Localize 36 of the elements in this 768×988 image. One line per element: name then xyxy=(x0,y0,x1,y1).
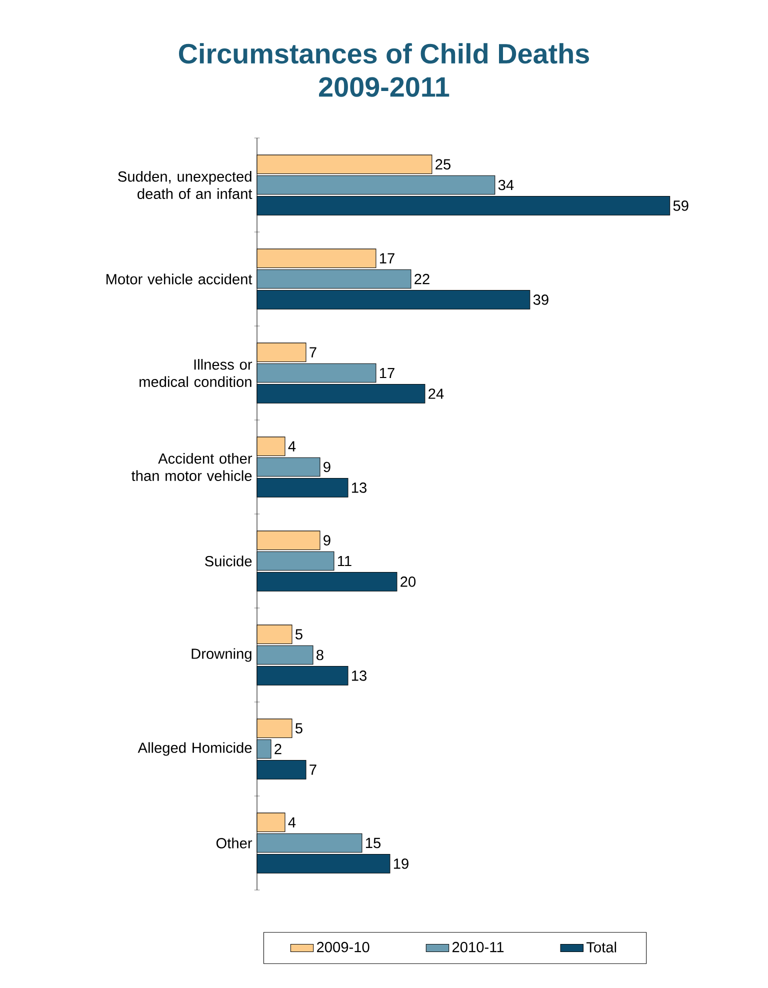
y-tick-label: Illness or medical condition xyxy=(140,359,252,388)
data-label: 20 xyxy=(400,576,416,587)
data-label: 13 xyxy=(352,482,366,493)
data-label: 15 xyxy=(366,838,380,848)
data-label: 9 xyxy=(324,535,330,546)
data-label: 9 xyxy=(324,462,330,472)
y-tick-label: Suicide xyxy=(205,556,252,566)
chart-title: Circumstances of Child Deaths 2009-2011 xyxy=(178,43,589,97)
data-label: 17 xyxy=(380,368,394,378)
data-label: 59 xyxy=(673,200,688,211)
data-label: 13 xyxy=(352,670,366,681)
data-label: 19 xyxy=(394,858,408,869)
legend-label: 2009-10 xyxy=(316,942,370,952)
data-label: 5 xyxy=(295,723,302,734)
y-tick-label: Drowning xyxy=(192,648,252,662)
data-label: 8 xyxy=(316,650,324,660)
y-tick-label: Motor vehicle accident xyxy=(106,274,252,284)
data-label: 2 xyxy=(274,744,282,754)
data-label: 7 xyxy=(310,347,316,358)
data-label: 34 xyxy=(498,180,514,190)
y-tick-label: Accident other than motor vehicle xyxy=(132,453,252,482)
y-tick-label: Sudden, unexpected death of an infant xyxy=(118,171,252,200)
data-label: 39 xyxy=(533,294,548,305)
data-label: 24 xyxy=(428,388,444,399)
y-tick-label: Other xyxy=(216,838,252,848)
legend-label: 2010-11 xyxy=(452,942,504,952)
data-label: 5 xyxy=(295,629,302,640)
data-label: 4 xyxy=(288,441,296,452)
data-label: 17 xyxy=(380,253,394,264)
y-tick-label: Alleged Homicide xyxy=(138,742,252,756)
data-label: 11 xyxy=(338,556,352,566)
data-label: 4 xyxy=(288,817,296,828)
legend-label: Total xyxy=(586,942,616,952)
data-label: 7 xyxy=(310,764,316,775)
data-label: 25 xyxy=(436,159,450,170)
data-label: 22 xyxy=(414,274,430,284)
